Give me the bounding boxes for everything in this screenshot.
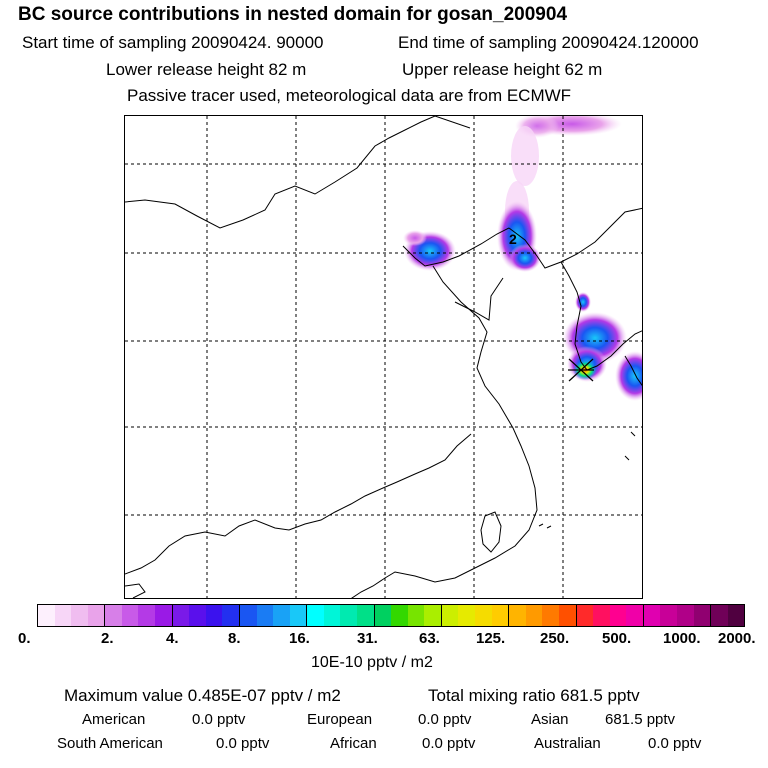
region-name: European xyxy=(307,711,373,728)
colorbar-swatch xyxy=(626,605,643,626)
colorbar-swatch xyxy=(575,605,594,626)
region-value: 0.0 pptv xyxy=(192,711,246,728)
region-value: 0.0 pptv xyxy=(422,735,476,752)
colorbar-tick-label: 4. xyxy=(166,630,179,647)
colorbar-swatch xyxy=(222,605,239,626)
colorbar-swatch xyxy=(373,605,392,626)
sampling-end: End time of sampling 20090424.120000 xyxy=(398,33,699,52)
region-value: 681.5 pptv xyxy=(605,711,676,728)
tracer-note: Passive tracer used, meteorological data… xyxy=(127,86,572,105)
colorbar-swatch xyxy=(710,605,728,626)
colorbar-swatch xyxy=(424,605,441,626)
colorbar-swatch xyxy=(189,605,206,626)
colorbar-swatch xyxy=(475,605,492,626)
colorbar-tick-label: 2. xyxy=(101,630,114,647)
colorbar-tick-label: 500. xyxy=(602,630,632,647)
total-mixing-ratio: Total mixing ratio 681.5 pptv xyxy=(428,686,640,705)
colorbar-swatch xyxy=(593,605,610,626)
colorbar-swatch xyxy=(155,605,172,626)
colorbar-swatch xyxy=(171,605,190,626)
colorbar-swatch xyxy=(306,605,324,626)
colorbar-units: 10E-10 pptv / m2 xyxy=(311,654,433,671)
lower-release-height: Lower release height 82 m xyxy=(106,60,307,79)
colorbar-swatch xyxy=(273,605,290,626)
coastlines xyxy=(125,116,642,598)
map-panel: 2 xyxy=(124,115,643,599)
region-value: 0.0 pptv xyxy=(216,735,270,752)
colorbar-swatch xyxy=(38,605,55,626)
colorbar-swatch xyxy=(542,605,559,626)
contour-label: 2 xyxy=(509,231,517,247)
colorbar-swatch xyxy=(205,605,223,626)
colorbar-swatch xyxy=(289,605,307,626)
concentration-plumes xyxy=(403,116,642,401)
colorbar-tick-label: 16. xyxy=(289,630,310,647)
colorbar-swatch xyxy=(558,605,576,626)
colorbar-tick-label: 31. xyxy=(357,630,378,647)
colorbar-swatch xyxy=(391,605,408,626)
colorbar-swatch xyxy=(491,605,509,626)
colorbar-swatch xyxy=(693,605,711,626)
colorbar-swatch xyxy=(525,605,543,626)
maximum-value: Maximum value 0.485E-07 pptv / m2 xyxy=(64,686,341,705)
colorbar-tick-label: 2000. xyxy=(718,630,756,647)
colorbar-swatch xyxy=(440,605,459,626)
region-value: 0.0 pptv xyxy=(418,711,472,728)
colorbar-swatch xyxy=(508,605,526,626)
colorbar-swatch xyxy=(323,605,341,626)
colorbar-tick-label: 63. xyxy=(419,630,440,647)
plot-title: BC source contributions in nested domain… xyxy=(18,4,568,25)
region-name: Australian xyxy=(534,735,601,752)
region-name: South American xyxy=(57,735,163,752)
receptor-marker xyxy=(568,358,594,382)
colorbar-swatch xyxy=(340,605,357,626)
colorbar-swatch xyxy=(356,605,374,626)
colorbar-swatch xyxy=(727,605,745,626)
colorbar-tick-label: 8. xyxy=(228,630,241,647)
colorbar-tick-label: 250. xyxy=(540,630,570,647)
colorbar-swatch xyxy=(458,605,476,626)
region-name: American xyxy=(82,711,146,728)
colorbar-tick-label: 0. xyxy=(18,630,31,647)
upper-release-height: Upper release height 62 m xyxy=(402,60,603,79)
colorbar-swatch xyxy=(87,605,105,626)
colorbar-swatch xyxy=(407,605,425,626)
colorbar-swatch xyxy=(138,605,156,626)
colorbar-swatch xyxy=(256,605,274,626)
colorbar-swatch xyxy=(609,605,627,626)
region-name: African xyxy=(330,735,377,752)
colorbar xyxy=(37,604,745,627)
colorbar-tick-label: 1000. xyxy=(663,630,701,647)
region-name: Asian xyxy=(531,711,569,728)
region-value: 0.0 pptv xyxy=(648,735,702,752)
map-canvas: 2 xyxy=(125,116,642,598)
colorbar-swatch xyxy=(121,605,139,626)
colorbar-swatch xyxy=(238,605,257,626)
sampling-start: Start time of sampling 20090424. 90000 xyxy=(22,33,324,52)
colorbar-swatch xyxy=(642,605,661,626)
colorbar-tick-label: 125. xyxy=(476,630,506,647)
colorbar-swatch xyxy=(660,605,677,626)
colorbar-swatch xyxy=(104,605,122,626)
colorbar-swatch xyxy=(71,605,88,626)
colorbar-swatch xyxy=(54,605,72,626)
colorbar-swatch xyxy=(676,605,694,626)
lat-lon-grid xyxy=(125,116,642,598)
